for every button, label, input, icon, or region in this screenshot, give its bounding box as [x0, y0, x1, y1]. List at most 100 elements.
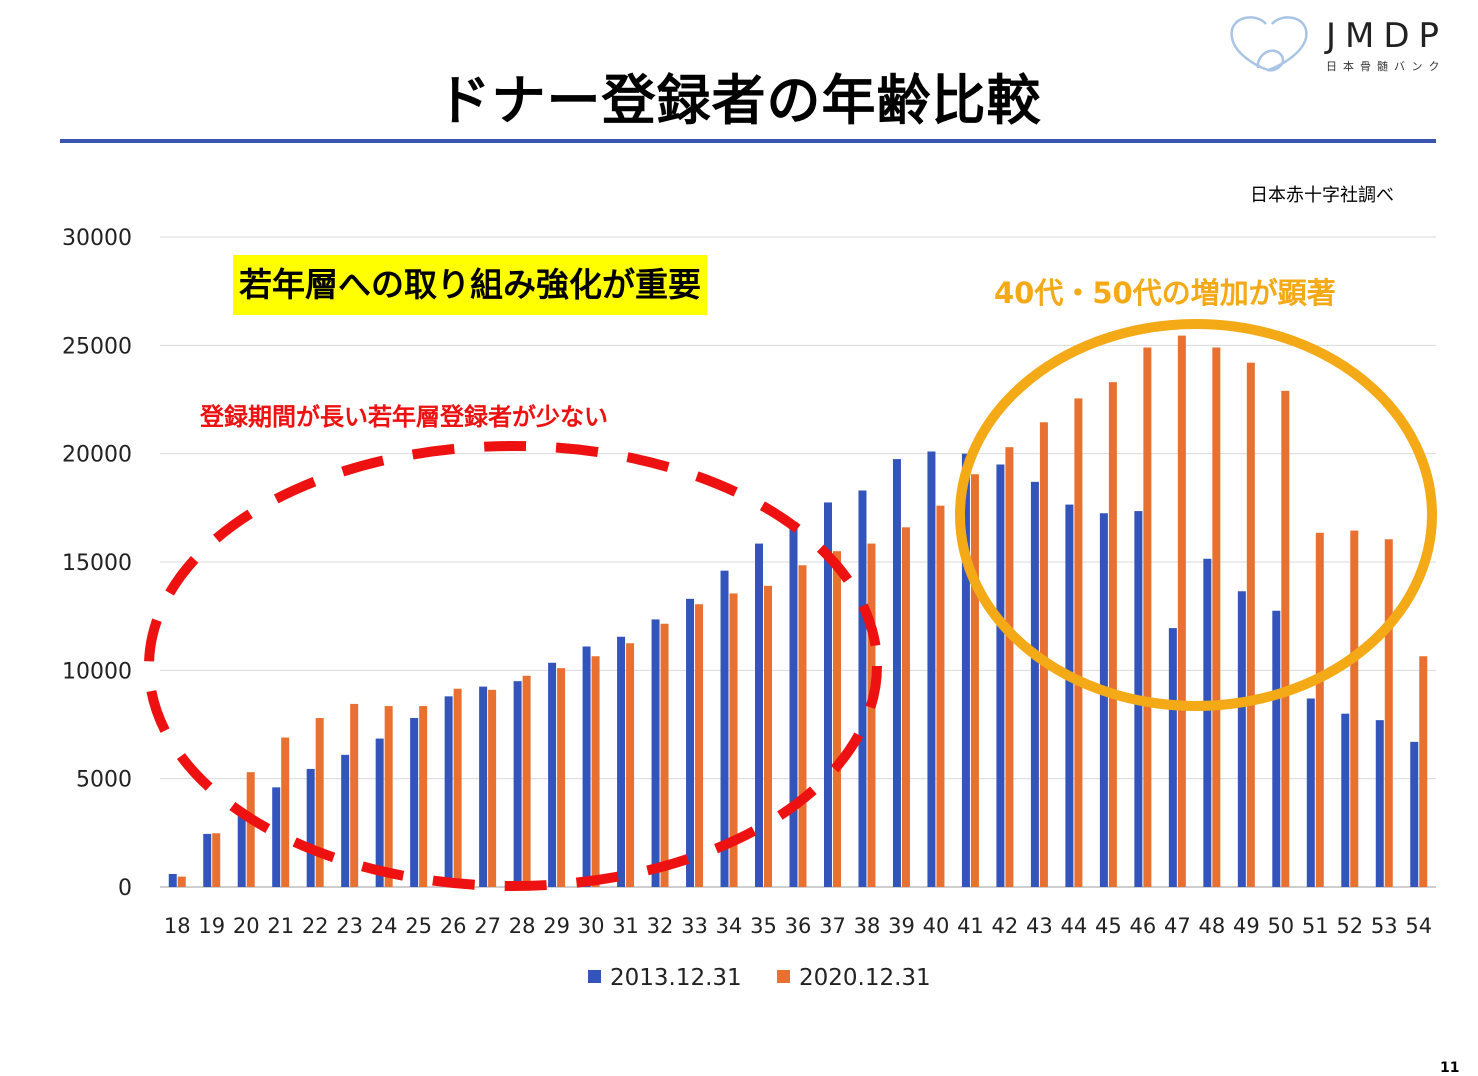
x-tick-label: 53: [1371, 914, 1398, 938]
bar-2020.12.31-26: [453, 688, 462, 887]
bar-2013.12.31-39: [892, 459, 901, 887]
bar-2013.12.31-34: [720, 570, 729, 887]
legend-label: 2013.12.31: [610, 965, 742, 991]
few-young-callout: 登録期間が長い若年層登録者が少ない: [200, 403, 608, 431]
bar-2020.12.31-30: [591, 656, 600, 887]
slide-title: ドナー登録者の年齢比較: [436, 69, 1042, 132]
legend-swatch: [777, 970, 790, 983]
bar-2013.12.31-50: [1272, 610, 1281, 887]
title-rule: [60, 139, 1436, 143]
bar-2020.12.31-52: [1350, 530, 1359, 887]
bar-2020.12.31-51: [1315, 532, 1324, 887]
bar-2013.12.31-24: [375, 738, 384, 887]
bar-2020.12.31-24: [384, 706, 393, 887]
logo-subtitle: 日本骨髄バンク: [1326, 60, 1446, 73]
source-note: 日本赤十字社調べ: [1250, 185, 1394, 206]
legend: 2013.12.31 2020.12.31: [588, 965, 931, 991]
bar-2013.12.31-48: [1203, 558, 1212, 887]
bar-2020.12.31-32: [660, 623, 669, 887]
bar-2013.12.31-30: [582, 646, 591, 887]
bar-2013.12.31-33: [686, 598, 695, 887]
y-tick-label: 15000: [62, 551, 132, 576]
young-focus-callout: 若年層への取り組み強化が重要: [233, 255, 707, 315]
x-tick-label: 42: [992, 914, 1019, 938]
x-tick-label: 31: [612, 914, 639, 938]
x-tick-label: 41: [957, 914, 984, 938]
bar-2013.12.31-32: [651, 619, 660, 887]
bar-2013.12.31-52: [1341, 713, 1350, 887]
x-tick-label: 18: [164, 914, 191, 938]
x-tick-label: 21: [267, 914, 294, 938]
bar-2020.12.31-47: [1177, 335, 1186, 887]
x-tick-label: 23: [336, 914, 363, 938]
bar-2013.12.31-49: [1237, 591, 1246, 887]
bar-2020.12.31-34: [729, 593, 738, 887]
bar-2020.12.31-48: [1212, 347, 1221, 887]
bar-2013.12.31-54: [1410, 741, 1419, 887]
x-tick-label: 39: [888, 914, 915, 938]
y-tick-label: 30000: [62, 226, 132, 251]
x-tick-label: 19: [198, 914, 225, 938]
bar-2020.12.31-38: [867, 543, 876, 887]
x-tick-label: 38: [854, 914, 881, 938]
page-number: 11: [1440, 1060, 1460, 1076]
x-tick-label: 22: [302, 914, 329, 938]
bar-2013.12.31-42: [996, 464, 1005, 887]
gridlines: [160, 236, 1436, 888]
bar-2020.12.31-50: [1281, 390, 1290, 887]
x-tick-label: 28: [509, 914, 536, 938]
y-tick-label: 5000: [76, 768, 132, 793]
bar-2020.12.31-54: [1419, 656, 1428, 887]
x-tick-label: 43: [1026, 914, 1053, 938]
bar-2020.12.31-37: [832, 551, 841, 887]
bar-2013.12.31-53: [1375, 720, 1384, 887]
increase-40-50-callout: 40代・50代の増加が顕著: [994, 276, 1336, 310]
bar-2020.12.31-18: [177, 876, 186, 887]
x-tick-label: 24: [371, 914, 398, 938]
x-tick-label: 52: [1336, 914, 1363, 938]
bar-2020.12.31-22: [315, 718, 324, 887]
bar-2020.12.31-44: [1074, 398, 1083, 887]
x-tick-label: 49: [1233, 914, 1260, 938]
bar-2020.12.31-27: [488, 689, 497, 887]
bar-2020.12.31-19: [212, 833, 221, 887]
x-tick-label: 26: [440, 914, 467, 938]
bar-2013.12.31-25: [410, 718, 419, 887]
legend-label: 2020.12.31: [799, 965, 931, 991]
y-tick-label: 10000: [62, 659, 132, 684]
bar-2013.12.31-26: [444, 696, 453, 887]
bar-2020.12.31-53: [1384, 539, 1393, 887]
bar-2013.12.31-40: [927, 451, 936, 887]
bar-2020.12.31-36: [798, 565, 807, 887]
x-tick-label: 25: [405, 914, 432, 938]
x-tick-label: 29: [543, 914, 570, 938]
bar-2020.12.31-28: [522, 675, 531, 887]
bar-2013.12.31-27: [479, 686, 488, 887]
bar-2013.12.31-51: [1306, 698, 1315, 887]
bar-2020.12.31-31: [626, 643, 635, 887]
bar-2020.12.31-39: [901, 527, 910, 887]
x-tick-label: 44: [1061, 914, 1088, 938]
bar-2020.12.31-43: [1039, 422, 1048, 887]
bar-2013.12.31-29: [548, 662, 557, 887]
bar-2013.12.31-41: [961, 453, 970, 887]
40s-50s-ellipse: [955, 319, 1437, 711]
bar-2020.12.31-23: [350, 703, 359, 887]
bar-2020.12.31-41: [970, 474, 979, 887]
x-tick-label: 36: [785, 914, 812, 938]
bar-2013.12.31-44: [1065, 504, 1074, 887]
bar-2020.12.31-40: [936, 505, 945, 887]
bar-2013.12.31-23: [341, 754, 350, 887]
bar-2020.12.31-46: [1143, 347, 1152, 887]
x-tick-label: 50: [1267, 914, 1294, 938]
x-axis-ticks: 18 19 20 21 22 23 24 25 26 27 28 29 30 31 32 33 34 35 36 37…: [164, 914, 1432, 938]
x-tick-label: 20: [233, 914, 260, 938]
bar-2013.12.31-18: [168, 874, 177, 887]
legend-swatch: [588, 970, 601, 983]
x-tick-label: 48: [1198, 914, 1225, 938]
x-tick-label: 35: [750, 914, 777, 938]
logo-text: JMDP: [1326, 16, 1449, 56]
bar-2020.12.31-20: [246, 772, 255, 887]
bar-2013.12.31-21: [272, 787, 281, 887]
